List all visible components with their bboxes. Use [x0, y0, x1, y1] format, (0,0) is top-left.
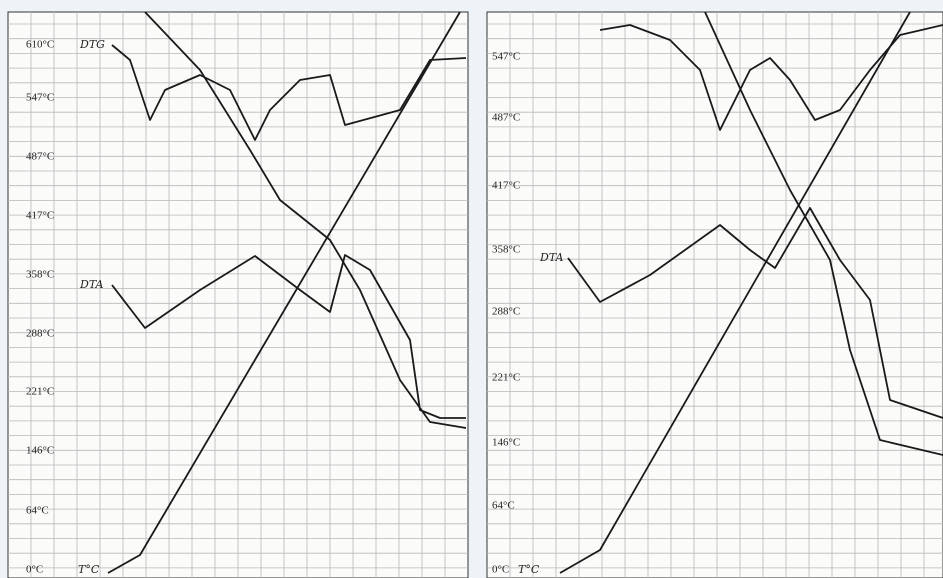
- panel-right: [486, 11, 943, 578]
- axis-label: 221°C: [492, 372, 520, 384]
- dtg-curve: [599, 24, 943, 131]
- dtg-curve: [111, 44, 467, 141]
- axis-label: 487°C: [492, 112, 520, 124]
- axis-label: 547°C: [492, 51, 520, 63]
- axis-label: 417°C: [26, 210, 54, 222]
- grid: [8, 12, 943, 578]
- curve-label: DTG: [79, 38, 105, 51]
- curve-label: DTA: [539, 251, 564, 264]
- t-curve: [107, 11, 461, 574]
- dta-curve: [111, 254, 466, 419]
- axis-label: 358°C: [492, 244, 520, 256]
- axis-label: 610°C: [26, 39, 54, 51]
- curve-label: DTA: [79, 278, 104, 291]
- curve-label: T°C: [78, 563, 100, 576]
- axis-label: 64°C: [492, 500, 515, 512]
- axis-label: 417°C: [492, 180, 520, 192]
- axis-label: 288°C: [26, 328, 54, 340]
- axis-label: 146°C: [492, 437, 520, 449]
- curve-label: T°C: [518, 563, 540, 576]
- axis-label: 487°C: [26, 151, 54, 163]
- axis-label: 64°C: [26, 505, 49, 517]
- axis-label: 288°C: [492, 306, 520, 318]
- tg-curve: [704, 11, 943, 456]
- axis-label: 358°C: [26, 269, 54, 281]
- t-curve: [559, 11, 911, 574]
- axis-label: 146°C: [26, 445, 54, 457]
- dta-curve: [567, 207, 943, 419]
- axis-label: 0°C: [26, 564, 43, 576]
- axis-label: 221°C: [26, 386, 54, 398]
- axis-label: 0°C: [492, 564, 509, 576]
- axis-label: 547°C: [26, 92, 54, 104]
